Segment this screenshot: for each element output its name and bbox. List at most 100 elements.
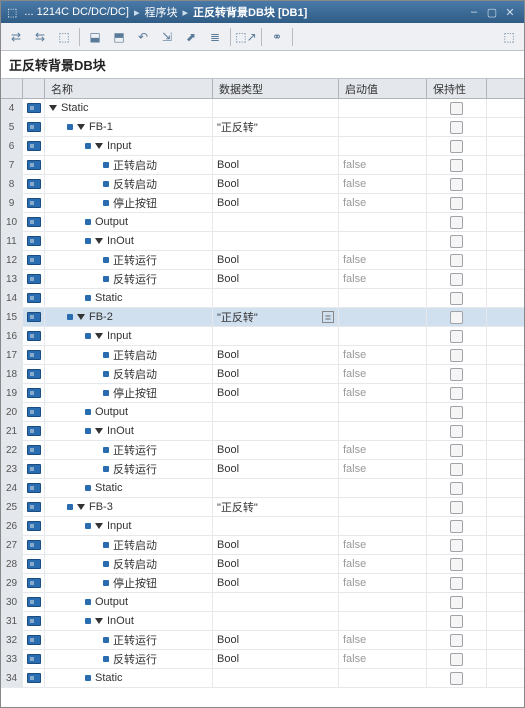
keep-checkbox[interactable] (450, 501, 463, 514)
row-datatype[interactable]: Bool (213, 460, 339, 478)
row-datatype[interactable]: Bool (213, 536, 339, 554)
dropdown-icon[interactable]: ≣ (322, 311, 334, 323)
row-startvalue[interactable]: false (339, 650, 427, 668)
keep-checkbox[interactable] (450, 178, 463, 191)
keep-checkbox[interactable] (450, 539, 463, 552)
row-startvalue[interactable]: false (339, 384, 427, 402)
row-startvalue[interactable] (339, 308, 427, 326)
row-datatype[interactable]: "正反转" (213, 118, 339, 136)
table-row[interactable]: 30Output (1, 593, 524, 612)
keep-checkbox[interactable] (450, 577, 463, 590)
table-row[interactable]: 18反转启动Boolfalse (1, 365, 524, 384)
toolbar-btn-5[interactable]: ⬒ (110, 28, 128, 46)
row-name-cell[interactable]: InOut (45, 612, 213, 630)
row-name-cell[interactable]: 正转运行 (45, 631, 213, 649)
table-row[interactable]: 32正转运行Boolfalse (1, 631, 524, 650)
table-row[interactable]: 12正转运行Boolfalse (1, 251, 524, 270)
row-datatype[interactable] (213, 232, 339, 250)
keep-checkbox[interactable] (450, 558, 463, 571)
row-datatype[interactable]: Bool (213, 631, 339, 649)
row-startvalue[interactable]: false (339, 574, 427, 592)
row-name-cell[interactable]: 正转启动 (45, 346, 213, 364)
row-startvalue[interactable]: false (339, 460, 427, 478)
keep-checkbox[interactable] (450, 634, 463, 647)
keep-checkbox[interactable] (450, 672, 463, 685)
row-name-cell[interactable]: InOut (45, 422, 213, 440)
toolbar-btn-6[interactable]: ↶ (134, 28, 152, 46)
row-name-cell[interactable]: Output (45, 593, 213, 611)
table-row[interactable]: 6Input (1, 137, 524, 156)
row-startvalue[interactable] (339, 593, 427, 611)
row-datatype[interactable] (213, 669, 339, 687)
breadcrumb-0[interactable]: ... 1214C DC/DC/DC] (21, 6, 132, 18)
keep-checkbox[interactable] (450, 349, 463, 362)
table-row[interactable]: 23反转运行Boolfalse (1, 460, 524, 479)
keep-checkbox[interactable] (450, 140, 463, 153)
row-datatype[interactable] (213, 137, 339, 155)
row-datatype[interactable]: Bool (213, 175, 339, 193)
keep-checkbox[interactable] (450, 463, 463, 476)
toolbar-btn-2[interactable]: ⬚ (55, 28, 73, 46)
expand-icon[interactable] (49, 105, 57, 111)
expand-icon[interactable] (95, 523, 103, 529)
table-row[interactable]: 17正转启动Boolfalse (1, 346, 524, 365)
row-startvalue[interactable] (339, 498, 427, 516)
row-name-cell[interactable]: 反转运行 (45, 650, 213, 668)
row-name-cell[interactable]: 停止按钮 (45, 194, 213, 212)
row-datatype[interactable] (213, 422, 339, 440)
row-startvalue[interactable]: false (339, 536, 427, 554)
row-datatype[interactable]: Bool (213, 365, 339, 383)
row-startvalue[interactable]: false (339, 156, 427, 174)
keep-checkbox[interactable] (450, 216, 463, 229)
keep-checkbox[interactable] (450, 235, 463, 248)
close-icon[interactable]: ✕ (502, 5, 518, 19)
keep-checkbox[interactable] (450, 520, 463, 533)
row-datatype[interactable] (213, 403, 339, 421)
table-row[interactable]: 34Static (1, 669, 524, 688)
expand-icon[interactable] (95, 333, 103, 339)
expand-icon[interactable] (77, 124, 85, 130)
row-startvalue[interactable] (339, 213, 427, 231)
row-datatype[interactable] (213, 213, 339, 231)
row-name-cell[interactable]: Input (45, 327, 213, 345)
keep-checkbox[interactable] (450, 273, 463, 286)
row-name-cell[interactable]: 正转启动 (45, 536, 213, 554)
toolbar-btn-11[interactable]: ⬚↗ (237, 28, 255, 46)
row-datatype[interactable]: Bool (213, 156, 339, 174)
table-row[interactable]: 29停止按钮Boolfalse (1, 574, 524, 593)
row-datatype[interactable]: Bool (213, 251, 339, 269)
toolbar-btn-8[interactable]: ⬈ (182, 28, 200, 46)
table-row[interactable]: 16Input (1, 327, 524, 346)
keep-checkbox[interactable] (450, 482, 463, 495)
minimize-icon[interactable]: – (466, 5, 482, 19)
row-name-cell[interactable]: Input (45, 517, 213, 535)
table-row[interactable]: 8反转启动Boolfalse (1, 175, 524, 194)
row-startvalue[interactable]: false (339, 251, 427, 269)
row-name-cell[interactable]: 正转运行 (45, 441, 213, 459)
header-keep[interactable]: 保持性 (427, 79, 487, 98)
expand-icon[interactable] (95, 238, 103, 244)
row-datatype[interactable] (213, 99, 339, 117)
row-datatype[interactable]: Bool (213, 555, 339, 573)
table-row[interactable]: 24Static (1, 479, 524, 498)
maximize-icon[interactable]: ▢ (484, 5, 500, 19)
table-row[interactable]: 31InOut (1, 612, 524, 631)
row-name-cell[interactable]: FB-3 (45, 498, 213, 516)
keep-checkbox[interactable] (450, 615, 463, 628)
row-name-cell[interactable]: 停止按钮 (45, 574, 213, 592)
header-dtype[interactable]: 数据类型 (213, 79, 339, 98)
row-datatype[interactable] (213, 612, 339, 630)
row-name-cell[interactable]: FB-1 (45, 118, 213, 136)
table-row[interactable]: 33反转运行Boolfalse (1, 650, 524, 669)
row-startvalue[interactable]: false (339, 631, 427, 649)
row-startvalue[interactable] (339, 327, 427, 345)
toolbar-btn-7[interactable]: ⇲ (158, 28, 176, 46)
row-datatype[interactable]: "正反转" (213, 498, 339, 516)
row-startvalue[interactable] (339, 118, 427, 136)
row-startvalue[interactable]: false (339, 365, 427, 383)
row-datatype[interactable] (213, 327, 339, 345)
table-row[interactable]: 9停止按钮Boolfalse (1, 194, 524, 213)
row-startvalue[interactable] (339, 612, 427, 630)
table-row[interactable]: 20Output (1, 403, 524, 422)
breadcrumb-1[interactable]: 程序块 (141, 4, 180, 20)
